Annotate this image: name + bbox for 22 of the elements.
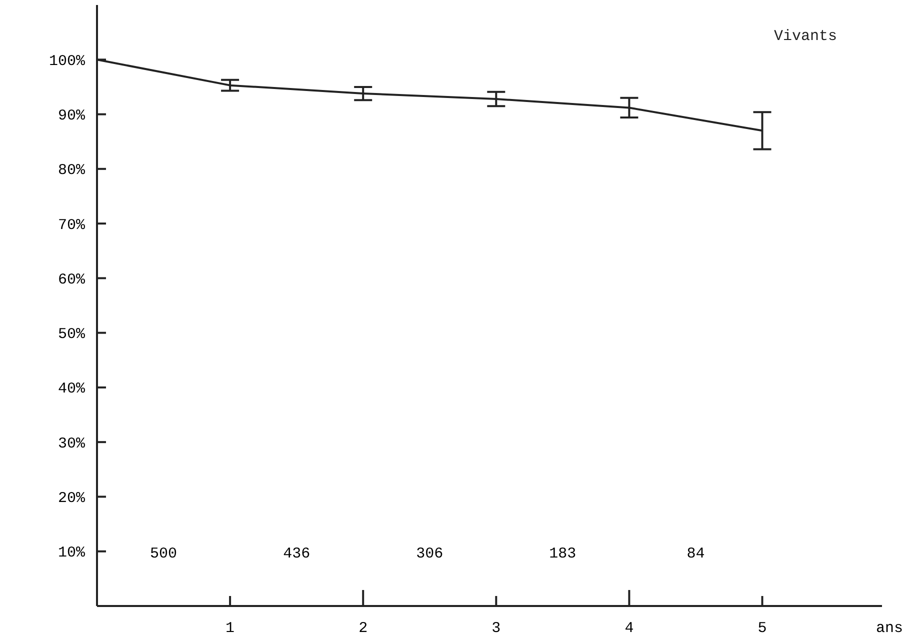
annotation: 500 <box>150 545 178 562</box>
y-tick-label: 100% <box>48 52 86 70</box>
x-axis-title: ans <box>876 620 903 637</box>
text: Vivants <box>774 28 837 45</box>
annotation: 306 <box>416 545 444 562</box>
x-tick-label: 1 <box>226 620 235 637</box>
y-tick-label: 10% <box>58 544 86 562</box>
x-tick-label: 5 <box>758 620 767 637</box>
y-tick-label: 60% <box>58 271 86 288</box>
y-tick-label: 70% <box>58 216 86 234</box>
annotation: 84 <box>686 545 705 562</box>
x-tick-label: 3 <box>492 620 501 637</box>
y-tick-label: 40% <box>58 380 86 398</box>
y-tick-label: 50% <box>58 326 86 344</box>
x-tick-label: 2 <box>358 620 368 637</box>
y-tick-label: 20% <box>58 490 86 507</box>
annotation: 436 <box>283 545 310 562</box>
y-tick-label: 30% <box>58 435 86 452</box>
y-tick-label: 80% <box>58 162 86 180</box>
annotation: 183 <box>549 545 576 562</box>
x-tick-label: 4 <box>624 620 634 637</box>
y-tick-label: 90% <box>58 108 86 125</box>
